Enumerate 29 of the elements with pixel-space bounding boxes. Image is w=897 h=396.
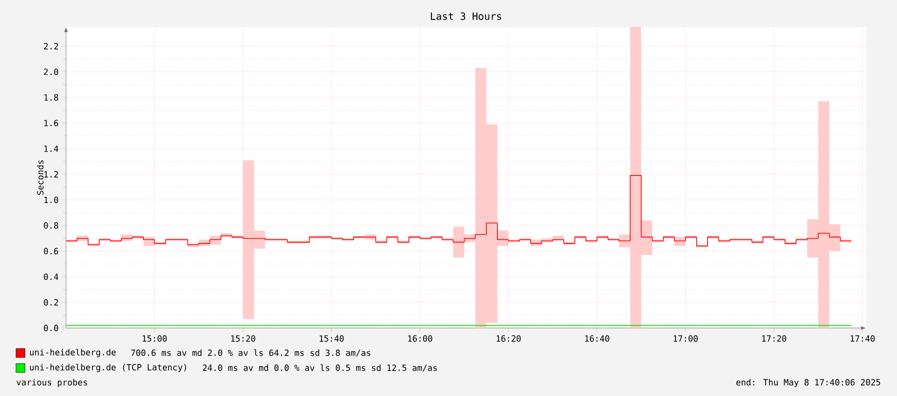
x-tick-label: 16:00 <box>408 335 432 342</box>
y-tick-label: 0.8 <box>44 222 58 229</box>
x-tick-label: 15:40 <box>320 335 344 342</box>
chart-title: Last 3 Hours <box>430 12 502 20</box>
y-tick-label: 1.8 <box>44 94 58 101</box>
x-tick-label: 15:00 <box>142 335 167 342</box>
x-tick-label: 17:20 <box>762 335 786 342</box>
text: 700.6 ms av md 2.0 % av ls 64.2 ms sd 3.8 am/as <box>131 349 370 357</box>
x-tick-label: 16:20 <box>496 335 521 342</box>
y-tick-label: 0.2 <box>44 299 58 306</box>
x-tick-label: 17:40 <box>850 335 875 342</box>
legend-label: uni-heidelberg.de <box>30 348 116 358</box>
x-tick-label: 16:40 <box>585 335 610 342</box>
text: various probes <box>16 378 87 388</box>
y-tick-label: 0.6 <box>44 248 58 254</box>
x-tick-label: 17:00 <box>674 335 698 342</box>
y-tick-label: 0.4 <box>44 274 58 280</box>
text: 24.0 ms av md 0.0 % av ls 0.5 ms sd 12.5 am/as <box>202 364 437 372</box>
y-tick-label: 1.4 <box>44 146 58 152</box>
y-tick-label: 2.0 <box>44 68 58 76</box>
y-tick-label: 2.2 <box>44 43 58 50</box>
y-tick-label: 1.0 <box>44 196 58 204</box>
y-tick-label: 1.6 <box>44 120 58 126</box>
y-axis-title: Seconds <box>36 160 44 195</box>
text: end: Thu May 8 17:40:06 2025 <box>736 378 880 388</box>
y-tick-label: 0.0 <box>44 324 58 332</box>
x-tick-label: 15:20 <box>231 335 256 342</box>
legend-label: uni-heidelberg.de (TCP Latency) <box>30 364 186 372</box>
y-tick-label: 1.2 <box>44 171 58 178</box>
